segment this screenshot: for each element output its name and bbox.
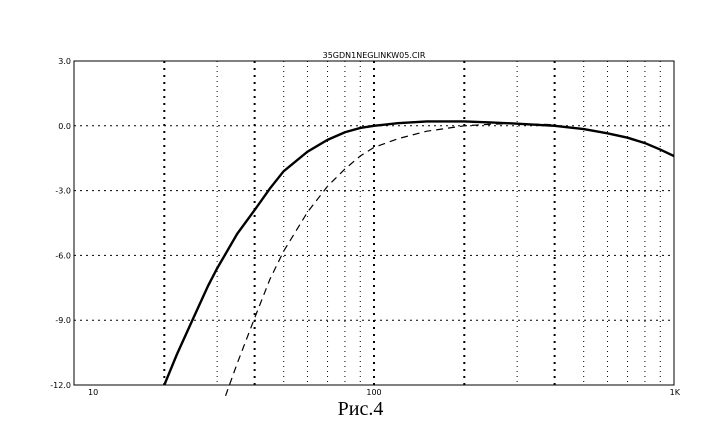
series-group	[163, 120, 674, 397]
x-tick-label: 1K	[670, 388, 681, 397]
x-tick-labels: 10 100 1K	[88, 388, 681, 397]
figure-caption: Рис.4	[337, 398, 384, 420]
chart-title: 35GDN1NEGLINKW05.CIR	[323, 51, 426, 60]
y-tick-label: 3.0	[58, 57, 71, 66]
series-solid-line	[163, 120, 674, 386]
y-tick-label: -6.0	[55, 251, 71, 260]
x-tick-label: 10	[88, 388, 98, 397]
series-dashed-line	[224, 123, 555, 397]
y-tick-label: -9.0	[55, 316, 71, 325]
grid	[74, 61, 674, 385]
y-tick-labels: 3.0 0.0 -3.0 -6.0 -9.0 -12.0	[50, 57, 71, 390]
plot-frame	[73, 60, 675, 386]
y-tick-label: 0.0	[58, 122, 71, 131]
y-tick-label: -12.0	[50, 381, 71, 390]
y-tick-label: -3.0	[55, 187, 71, 196]
x-tick-label: 100	[366, 388, 381, 397]
